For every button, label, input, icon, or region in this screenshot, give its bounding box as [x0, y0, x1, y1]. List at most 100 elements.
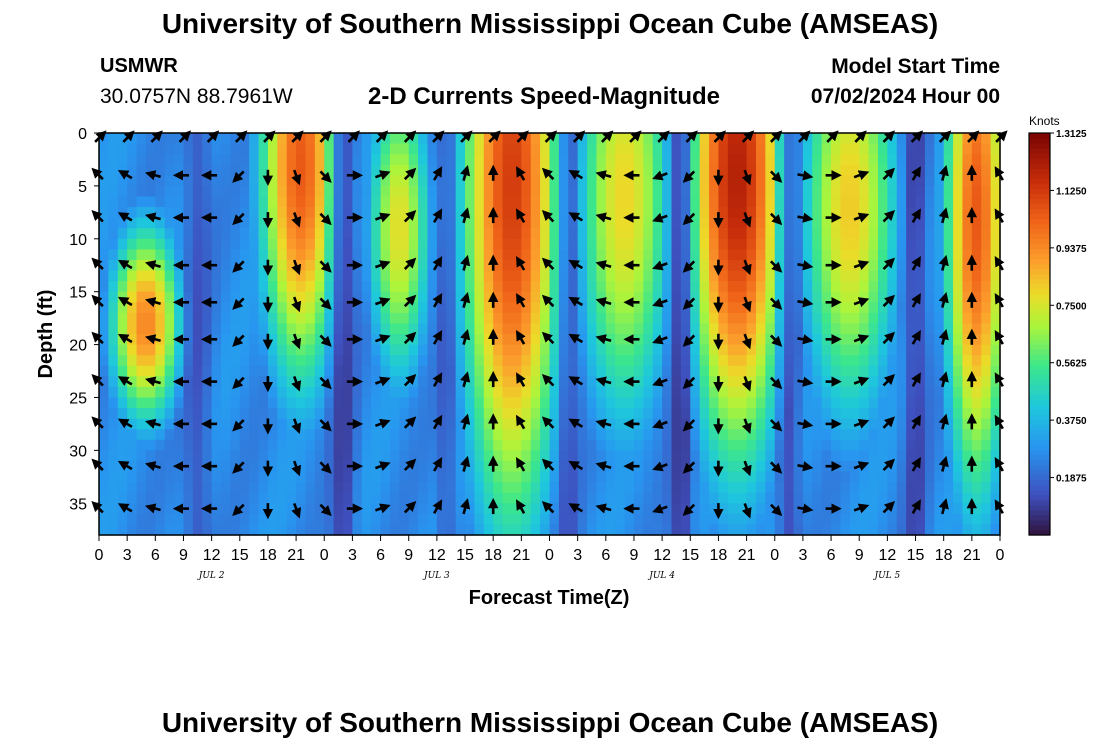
heatmap-cell — [192, 376, 203, 388]
heatmap-cell — [483, 386, 494, 399]
heatmap-cell — [117, 355, 128, 367]
heatmap-cell — [127, 344, 138, 356]
current-vector — [515, 292, 526, 308]
heatmap-cell — [249, 429, 260, 441]
heatmap-cell — [324, 312, 335, 325]
heatmap-cell — [953, 323, 964, 335]
heatmap-cell — [145, 429, 156, 441]
heatmap-cell — [896, 302, 907, 314]
heatmap-cell — [305, 365, 316, 377]
heatmap-cell — [737, 238, 748, 250]
heatmap-cell — [380, 471, 391, 483]
heatmap-cell — [624, 513, 635, 526]
heatmap-cell — [755, 217, 766, 229]
heatmap-cell — [389, 482, 400, 494]
heatmap-cell — [558, 217, 569, 229]
heatmap-cell — [296, 439, 307, 451]
heatmap-cell — [164, 418, 175, 430]
heatmap-cell — [145, 513, 156, 526]
heatmap-cell — [821, 439, 832, 451]
heatmap-cell — [831, 217, 842, 229]
heatmap-cell — [549, 439, 560, 451]
x-tick-label: 12 — [653, 547, 671, 564]
heatmap-cell — [831, 429, 842, 441]
heatmap-cell — [934, 386, 945, 399]
heatmap-cell — [455, 312, 466, 325]
heatmap-cell — [352, 355, 363, 367]
current-vector — [769, 297, 783, 310]
heatmap-cell — [971, 291, 982, 303]
heatmap-cell — [887, 355, 898, 367]
heatmap-cell — [840, 524, 851, 536]
heatmap-cell — [877, 386, 888, 399]
current-vector — [319, 419, 332, 432]
heatmap-cell — [746, 238, 757, 250]
heatmap-cell — [427, 513, 438, 526]
heatmap-cell — [690, 492, 701, 504]
heatmap-cell — [380, 524, 391, 536]
heatmap-cell — [296, 397, 307, 409]
heatmap-cell — [258, 196, 269, 208]
heatmap-cell — [483, 344, 494, 356]
heatmap-cell — [296, 344, 307, 356]
heatmap-cell — [521, 460, 532, 473]
heatmap-cell — [587, 312, 598, 325]
heatmap-cell — [615, 196, 626, 208]
heatmap-cell — [145, 217, 156, 229]
heatmap-cell — [239, 492, 250, 504]
heatmap-cell — [924, 365, 935, 377]
heatmap-cell — [821, 133, 832, 145]
heatmap-cell — [774, 450, 785, 462]
heatmap-cell — [568, 323, 579, 335]
current-vector — [595, 418, 612, 429]
heatmap-cell — [596, 344, 607, 356]
heatmap-cell — [249, 334, 260, 346]
heatmap-cell — [174, 492, 185, 504]
heatmap-cell — [755, 365, 766, 377]
heatmap-cell — [831, 154, 842, 166]
heatmap-cell — [192, 196, 203, 208]
heatmap-cell — [474, 143, 485, 155]
heatmap-cell — [802, 365, 813, 377]
heatmap-cell — [164, 471, 175, 483]
heatmap-cell — [990, 429, 1001, 441]
heatmap-cell — [286, 439, 297, 451]
heatmap-cell — [305, 312, 316, 325]
heatmap-cell — [540, 471, 551, 483]
current-vector — [541, 331, 555, 345]
heatmap-cell — [192, 397, 203, 409]
heatmap-cell — [145, 312, 156, 325]
heatmap-cell — [333, 154, 344, 166]
heatmap-cell — [286, 355, 297, 367]
heatmap-cell — [821, 196, 832, 208]
current-vector — [541, 167, 555, 181]
heatmap-cell — [202, 196, 213, 208]
heatmap-cell — [868, 429, 879, 441]
heatmap-cell — [652, 196, 663, 208]
heatmap-cell — [633, 365, 644, 377]
current-vector — [568, 376, 584, 387]
heatmap-cell — [615, 302, 626, 314]
heatmap-cell — [615, 355, 626, 367]
heatmap-cell — [493, 365, 504, 377]
heatmap-cell — [643, 386, 654, 399]
heatmap-cell — [314, 439, 325, 451]
heatmap-cell — [690, 439, 701, 451]
heatmap-cell — [680, 492, 691, 504]
heatmap-cell — [258, 238, 269, 250]
heatmap-cell — [249, 312, 260, 325]
heatmap-cell — [699, 238, 710, 250]
heatmap-cell — [540, 365, 551, 377]
colorbar-segment — [1029, 419, 1050, 426]
heatmap-cell — [117, 492, 128, 504]
heatmap-cell — [831, 492, 842, 504]
heatmap-cell — [915, 513, 926, 526]
heatmap-cell — [249, 196, 260, 208]
heatmap-cell — [483, 281, 494, 293]
heatmap-cell — [136, 133, 147, 145]
heatmap-cell — [117, 429, 128, 441]
heatmap-cell — [361, 513, 372, 526]
heatmap-cell — [596, 238, 607, 250]
heatmap-cell — [324, 492, 335, 504]
heatmap-cell — [971, 164, 982, 176]
